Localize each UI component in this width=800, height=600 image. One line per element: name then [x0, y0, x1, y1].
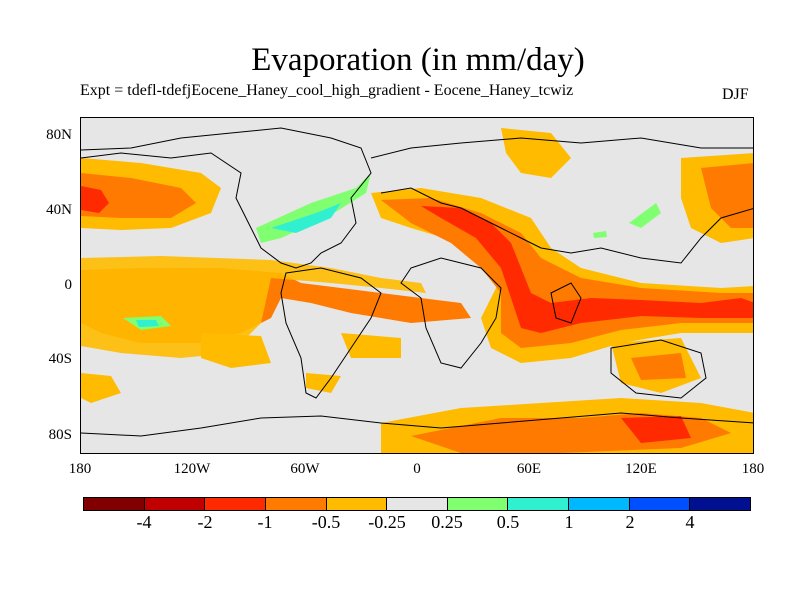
anomaly-region [271, 203, 341, 233]
colorbar-segment [265, 498, 327, 510]
lon-label: 120W [173, 461, 211, 477]
positive-anomaly-regions [123, 173, 661, 330]
lat-label: 80N [46, 127, 72, 143]
colorbar-segment [144, 498, 206, 510]
colorbar-label: 0.25 [431, 512, 463, 532]
lon-label: 180 [741, 461, 765, 477]
lon-label: 60W [290, 461, 320, 477]
colorbar-segment [447, 498, 509, 510]
colorbar-segment [569, 498, 630, 510]
coastline-antarctica [81, 412, 753, 437]
colorbar-segment [690, 498, 751, 510]
lat-label: 0 [64, 277, 73, 293]
lon-label: 0 [413, 461, 421, 477]
colorbar-label: 2 [625, 512, 635, 532]
colorbar-segment [387, 498, 448, 510]
colorbar-segment [508, 498, 570, 510]
anomaly-region [81, 373, 121, 403]
colorbar-label: 4 [685, 512, 695, 532]
anomaly-region [593, 231, 607, 238]
colorbar-segment [629, 498, 691, 510]
coastline-australia [610, 339, 707, 399]
experiment-subtitle: Expt = tdefl-tdefjEocene_Haney_cool_high… [80, 82, 574, 99]
colorbar-label: 1 [564, 512, 574, 532]
negative-anomaly-regions [81, 128, 753, 453]
anomaly-region [81, 186, 109, 213]
anomaly-region [341, 333, 401, 358]
coastlines [81, 127, 753, 437]
colorbar-label: -0.5 [311, 512, 341, 532]
colorbar-segment [326, 498, 388, 510]
anomaly-region [306, 373, 341, 393]
evaporation-map [80, 117, 754, 454]
coastline-africa [400, 257, 502, 369]
colorbar-segment [205, 498, 266, 510]
anomaly-region [81, 256, 426, 358]
lon-label: 180 [68, 461, 92, 477]
colorbar-label: -4 [136, 512, 152, 532]
anomaly-region [501, 128, 571, 178]
coastline-south-america [280, 267, 382, 399]
map-canvas [81, 127, 753, 453]
lon-label: 60E [516, 461, 542, 477]
anomaly-region [136, 320, 159, 327]
anomaly-region [629, 203, 661, 228]
coastline-north-america [81, 127, 372, 269]
anomaly-region [701, 163, 753, 228]
colorbar-label: -2 [197, 512, 213, 532]
anomaly-region [201, 333, 271, 368]
lat-label: 40N [46, 202, 72, 218]
colorbar-label: -1 [257, 512, 273, 532]
season-label: DJF [722, 86, 749, 103]
coastline-india [550, 282, 582, 324]
anomaly-region [631, 353, 686, 380]
coastline-eurasia [370, 137, 753, 264]
anomaly-region [421, 206, 753, 333]
anomaly-region [621, 416, 691, 443]
colorbar-label: 0.5 [496, 512, 520, 532]
anomaly-region [256, 173, 371, 243]
lat-label: 40S [48, 351, 72, 367]
lon-label: 120E [625, 461, 657, 477]
lat-label: 80S [48, 427, 72, 443]
anomaly-region [81, 173, 196, 218]
colorbar-segment [84, 498, 145, 510]
map-title: Evaporation (in mm/day) [251, 42, 585, 78]
colorbar-label: -0.25 [368, 512, 406, 532]
colorbar [83, 497, 751, 511]
